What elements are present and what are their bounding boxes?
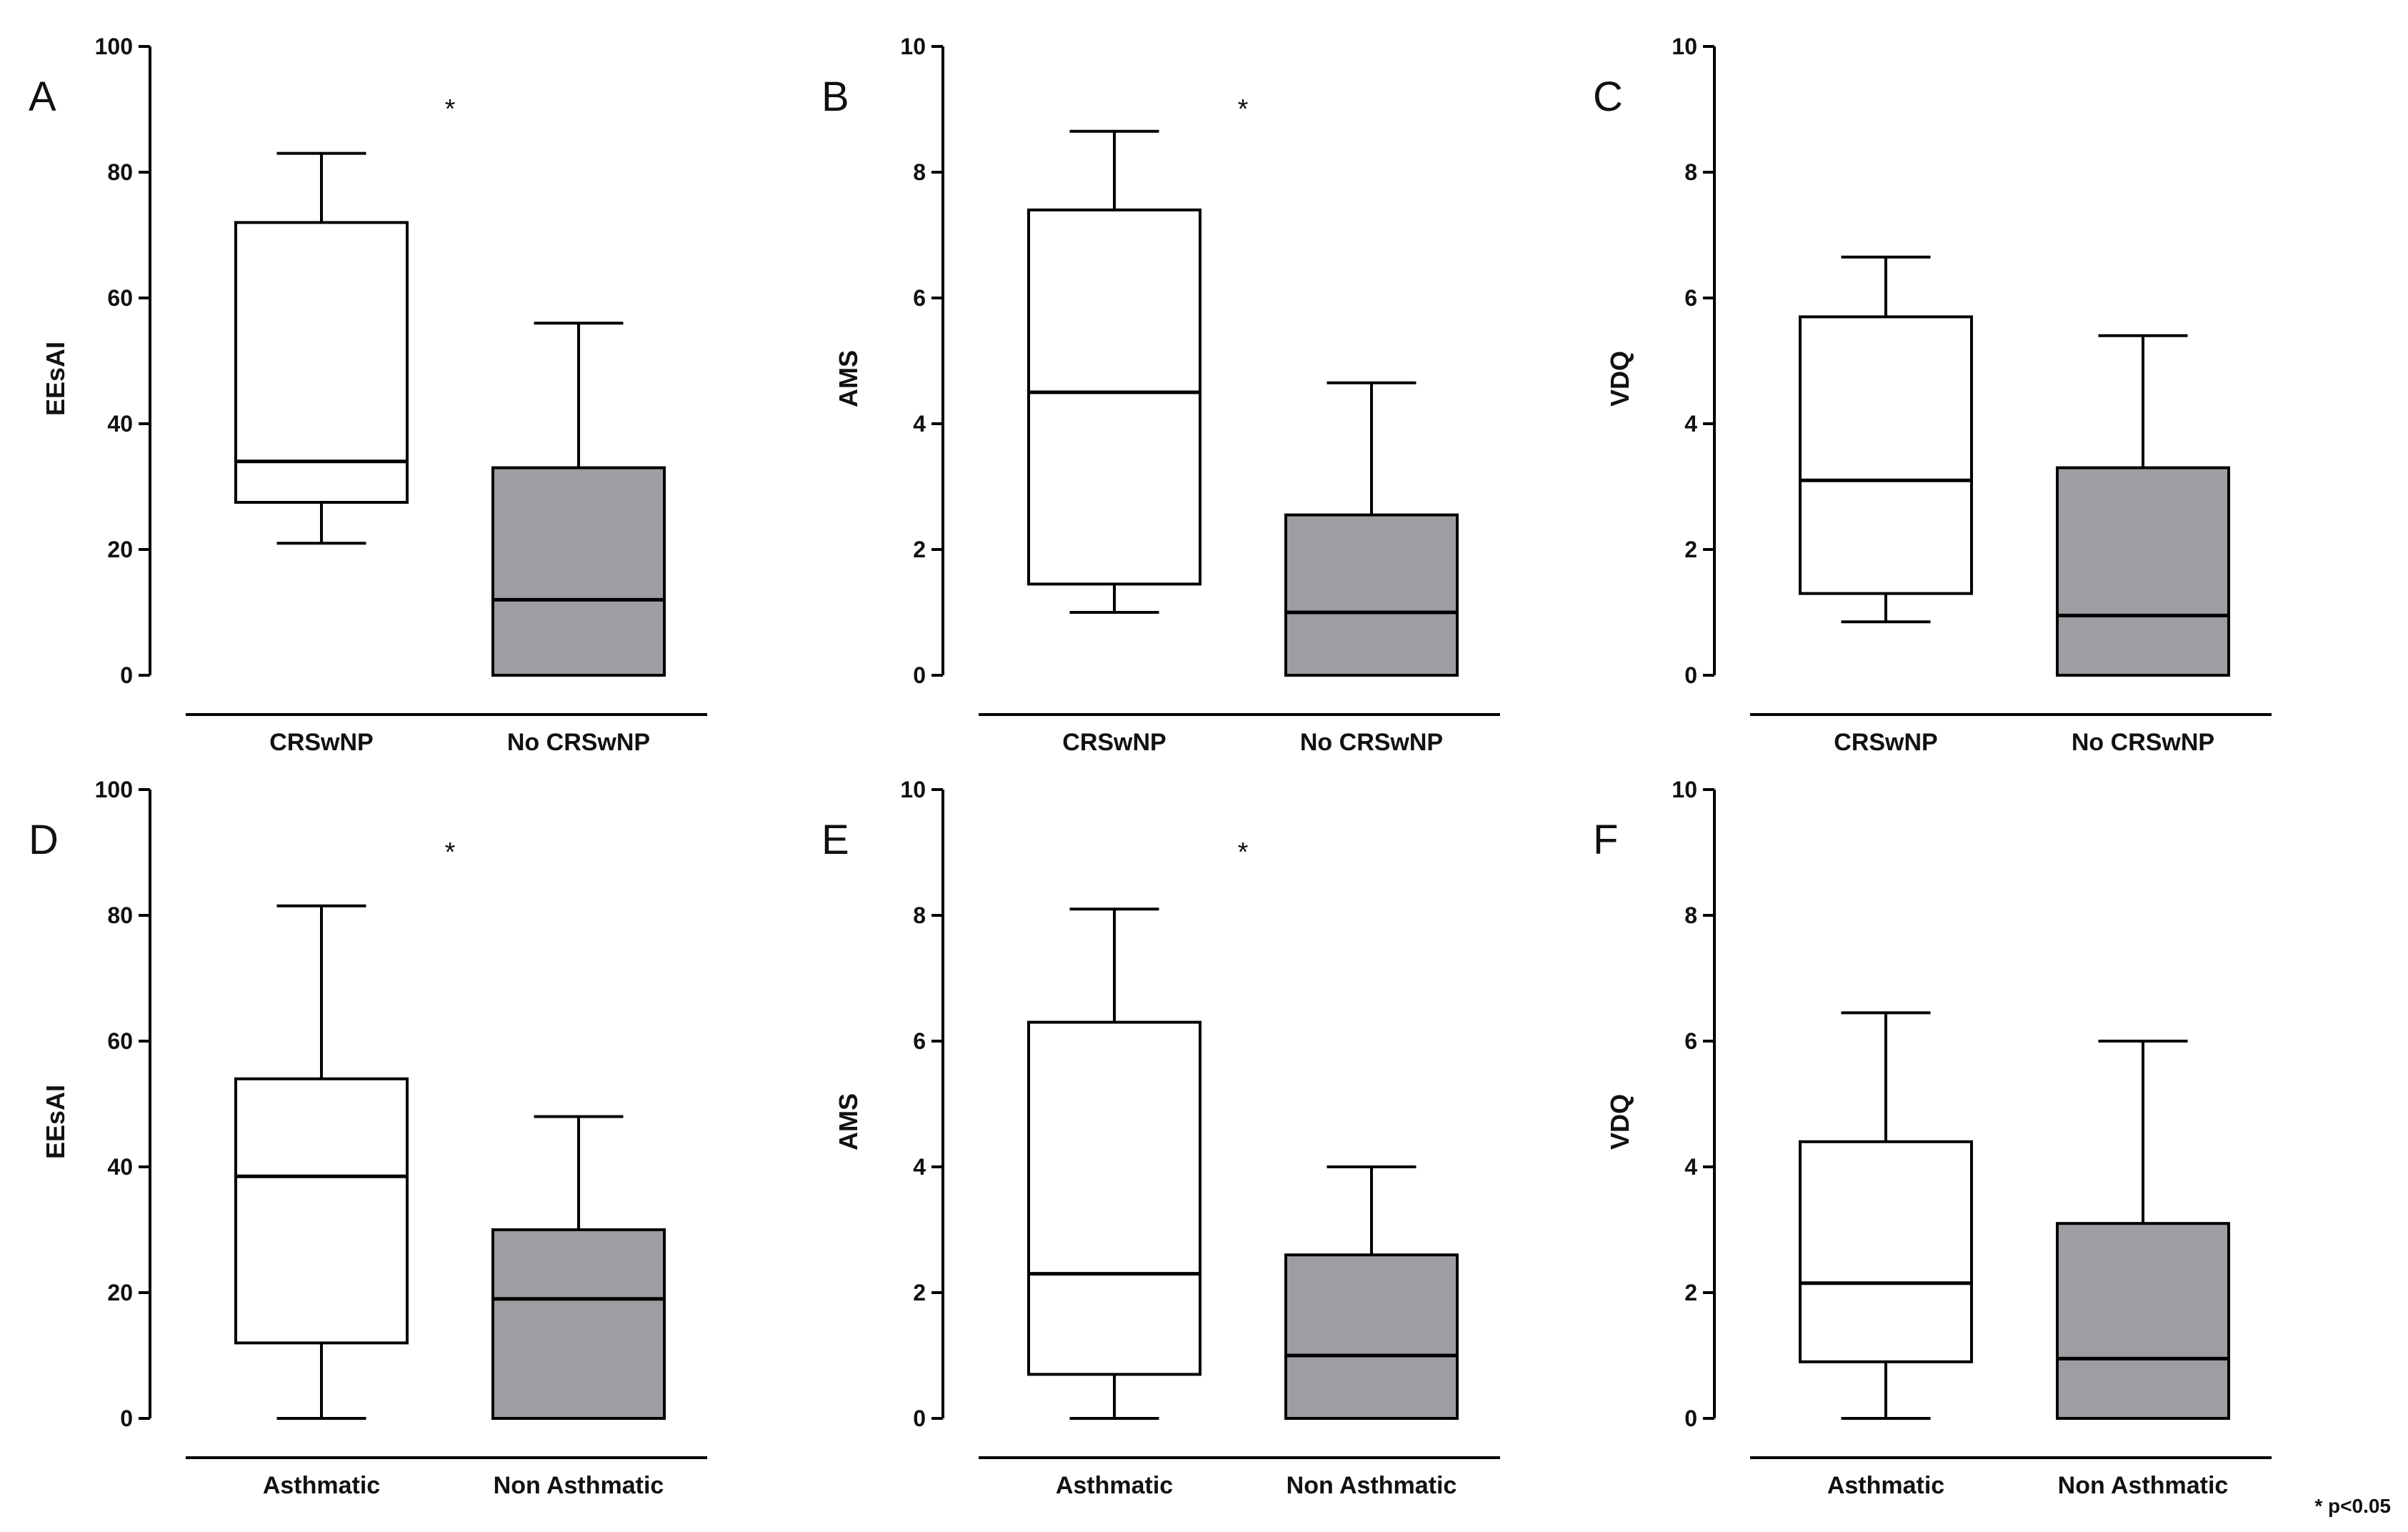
- significance-marker: *: [1238, 94, 1249, 124]
- panel-d: D 0 20 40 60 80 100 EEsAI Asthmatic Non Asthmatic…: [29, 777, 707, 1499]
- panel-a: A 0 20 40 60 80 100 EEsAI CRSwNP No CRSwNP *: [29, 34, 707, 756]
- y-tick-label: 6: [1684, 1028, 1697, 1054]
- x-category-label: No CRSwNP: [1300, 729, 1443, 756]
- panel-letter: E: [821, 817, 849, 863]
- y-tick-label: 0: [1684, 662, 1697, 688]
- y-tick-label: 100: [95, 34, 133, 59]
- y-tick-label: 60: [107, 1028, 133, 1054]
- x-category-label: CRSwNP: [1062, 729, 1166, 756]
- x-category-label: Asthmatic: [1056, 1472, 1173, 1499]
- x-category-label: No CRSwNP: [2072, 729, 2214, 756]
- box-no-crswnp: [2056, 466, 2230, 677]
- y-tick-label: 2: [1684, 537, 1697, 562]
- x-category-label: CRSwNP: [1834, 729, 1937, 756]
- panel-c: C 0 2 4 6 8 10 VDQ CRSwNP No CRSwNP: [1593, 34, 2272, 756]
- y-tick-label: 8: [913, 902, 926, 928]
- significance-marker: *: [445, 94, 456, 124]
- y-tick-label: 40: [107, 1154, 133, 1180]
- y-tick-label: 80: [107, 159, 133, 185]
- x-category-label: Asthmatic: [263, 1472, 380, 1499]
- y-tick-label: 4: [913, 411, 926, 437]
- panel-letter: D: [29, 817, 59, 863]
- y-tick-label: 60: [107, 285, 133, 311]
- y-tick-label: 10: [900, 34, 926, 59]
- y-tick-label: 0: [120, 1406, 133, 1431]
- significance-marker: *: [445, 837, 456, 867]
- y-axis-label: EEsAI: [41, 342, 70, 416]
- y-tick-label: 0: [120, 662, 133, 688]
- y-tick-label: 20: [107, 537, 133, 562]
- box-no-crswnp: [491, 466, 666, 677]
- y-tick-label: 4: [913, 1154, 926, 1180]
- y-tick-label: 0: [913, 662, 926, 688]
- panel-letter: F: [1593, 817, 1618, 863]
- box-asthmatic: [1027, 1020, 1201, 1376]
- panel-f: F 0 2 4 6 8 10 VDQ Asthmatic Non Asthmatic: [1593, 777, 2272, 1499]
- x-category-label: Non Asthmatic: [2058, 1472, 2229, 1499]
- panel-b: B 0 2 4 6 8 10 AMS CRSwNP No CRSwNP *: [821, 34, 1500, 756]
- y-axis-label: AMS: [834, 350, 863, 407]
- box-crswnp: [234, 221, 409, 504]
- panel-e: E 0 2 4 6 8 10 AMS Asthmatic Non Asthmatic *: [821, 777, 1500, 1499]
- x-category-label: CRSwNP: [269, 729, 373, 756]
- box-no-crswnp: [1284, 513, 1459, 677]
- y-tick-label: 6: [1684, 285, 1697, 311]
- y-tick-label: 8: [1684, 159, 1697, 185]
- x-category-label: Non Asthmatic: [1287, 1472, 1457, 1499]
- y-tick-label: 2: [1684, 1280, 1697, 1305]
- y-tick-label: 0: [913, 1406, 926, 1431]
- box-crswnp: [1027, 208, 1201, 586]
- box-non-asthmatic: [1284, 1253, 1459, 1421]
- significance-marker: *: [1238, 837, 1249, 867]
- y-tick-label: 2: [913, 1280, 926, 1305]
- panel-letter: A: [29, 74, 56, 120]
- significance-footnote: * p<0.05: [2314, 1495, 2391, 1517]
- y-tick-label: 4: [1684, 1154, 1697, 1180]
- y-tick-label: 6: [913, 285, 926, 311]
- y-tick-label: 0: [1684, 1406, 1697, 1431]
- x-category-label: Asthmatic: [1827, 1472, 1944, 1499]
- y-tick-label: 6: [913, 1028, 926, 1054]
- y-tick-label: 2: [913, 537, 926, 562]
- box-non-asthmatic: [491, 1228, 666, 1420]
- y-tick-label: 10: [1672, 34, 1697, 59]
- y-tick-label: 20: [107, 1280, 133, 1305]
- x-category-label: No CRSwNP: [507, 729, 650, 756]
- y-axis-label: AMS: [834, 1093, 863, 1150]
- box-non-asthmatic: [2056, 1222, 2230, 1420]
- y-tick-label: 10: [900, 777, 926, 802]
- y-tick-label: 4: [1684, 411, 1697, 437]
- panel-letter: C: [1593, 74, 1623, 120]
- y-axis-label: VDQ: [1605, 1094, 1634, 1150]
- y-tick-label: 40: [107, 411, 133, 437]
- y-tick-label: 8: [913, 159, 926, 185]
- y-axis-label: EEsAI: [41, 1085, 70, 1159]
- y-tick-label: 10: [1672, 777, 1697, 802]
- y-tick-label: 80: [107, 902, 133, 928]
- panel-letter: B: [821, 74, 849, 120]
- y-axis-label: VDQ: [1605, 351, 1634, 407]
- y-tick-label: 100: [95, 777, 133, 802]
- box-asthmatic: [234, 1077, 409, 1345]
- box-asthmatic: [1799, 1140, 1973, 1363]
- x-category-label: Non Asthmatic: [494, 1472, 664, 1499]
- y-tick-label: 8: [1684, 902, 1697, 928]
- box-crswnp: [1799, 315, 1973, 595]
